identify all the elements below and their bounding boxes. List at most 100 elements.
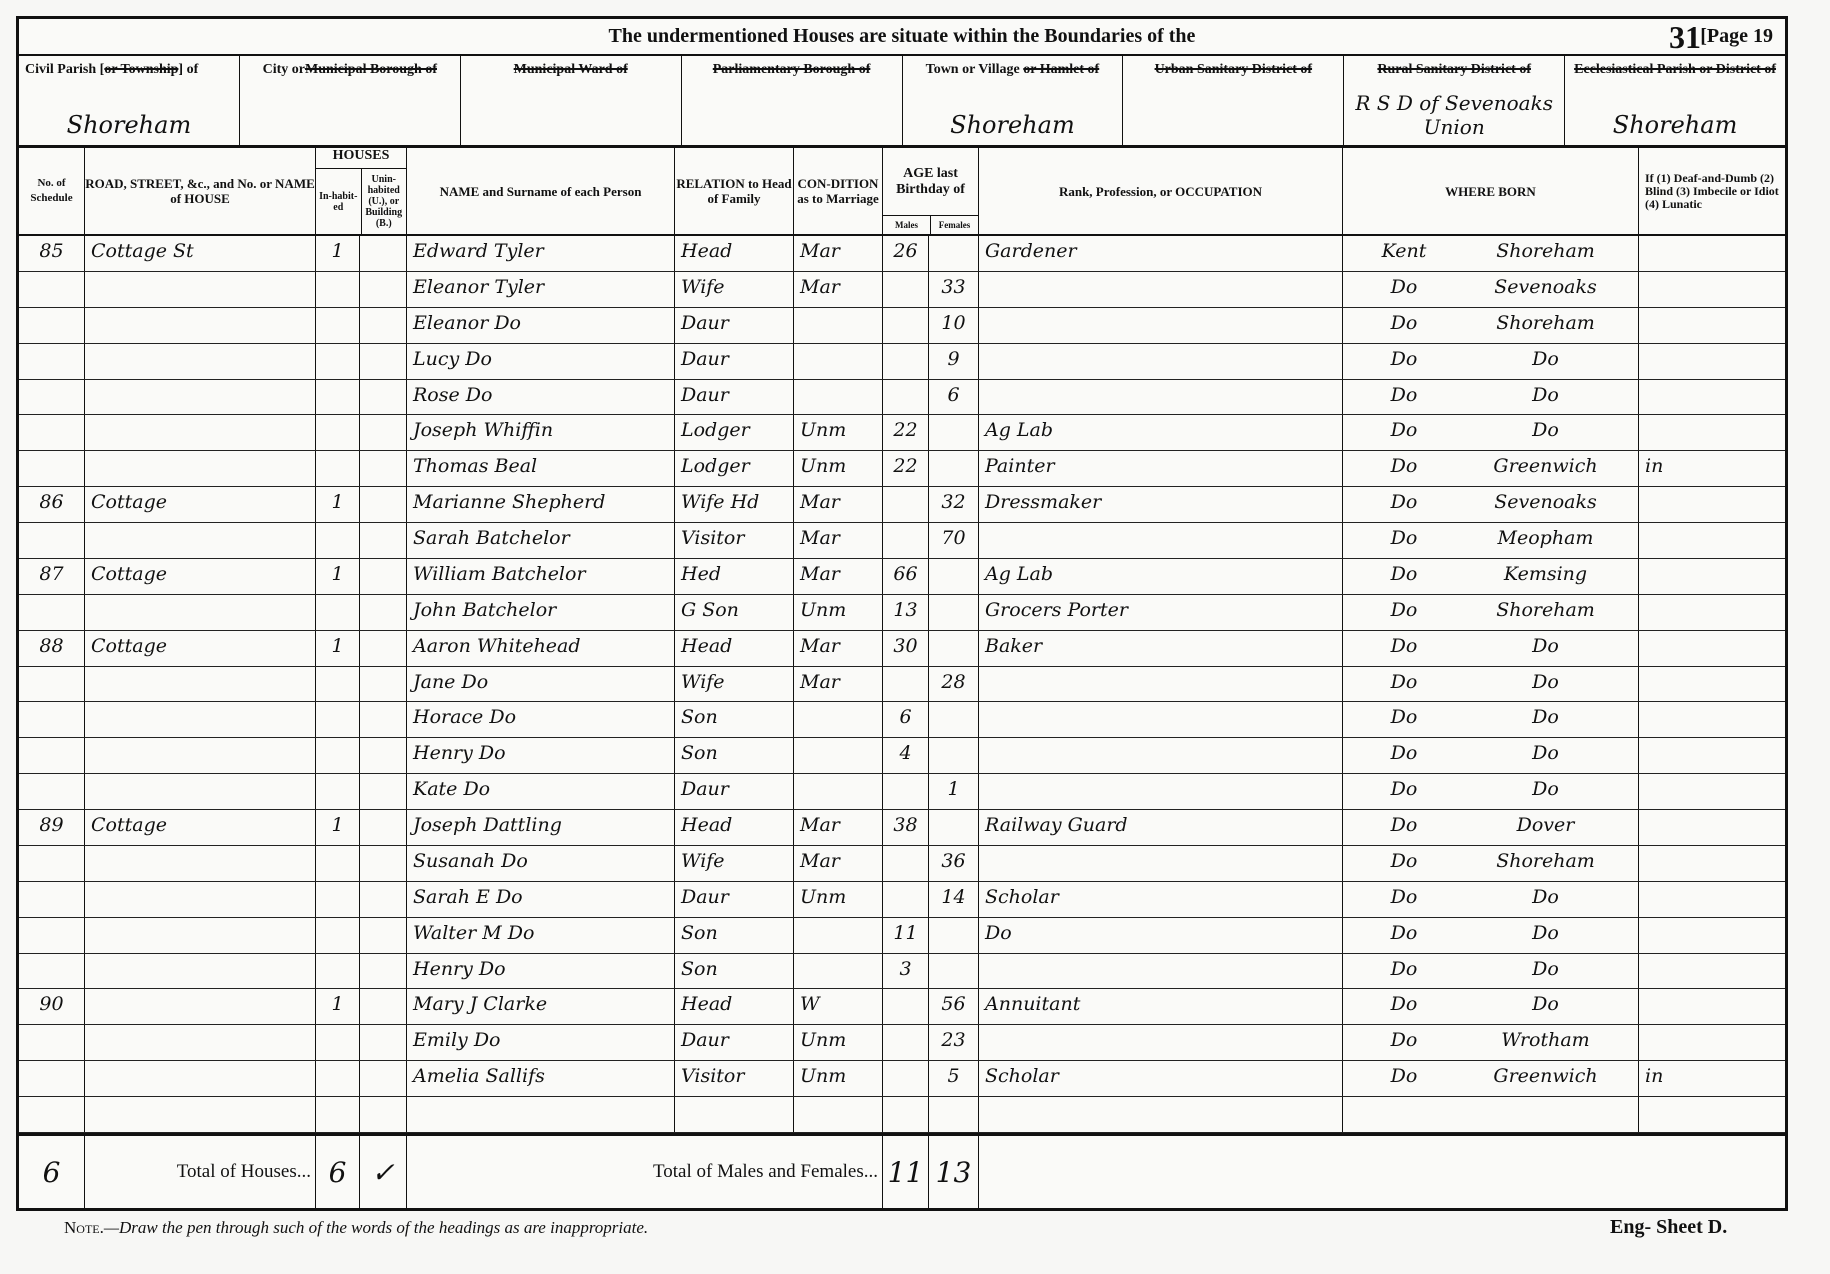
cell-condition bbox=[794, 379, 883, 415]
cell-schedule bbox=[19, 415, 85, 451]
struck-heading-text: Urban Sanitary District of bbox=[1154, 62, 1313, 77]
cell-uninhabited bbox=[360, 523, 407, 558]
cell-inhabited bbox=[316, 1061, 360, 1096]
cell-infirmity: in bbox=[1645, 455, 1664, 478]
born-county: Do bbox=[1390, 491, 1418, 514]
cell-females: 70 bbox=[929, 523, 979, 558]
cell-uninhabited bbox=[360, 451, 407, 487]
cell-name: Emily Do bbox=[407, 1025, 675, 1061]
born-place: Do bbox=[1532, 921, 1559, 944]
table-row: Henry Do Son 4 Do Do bbox=[19, 738, 1785, 775]
cell-condition: Unm bbox=[794, 594, 883, 630]
district-rural-sanitary-district: Rural Sanitary District of R S D of Seven… bbox=[1344, 56, 1566, 145]
cell-schedule bbox=[19, 343, 85, 379]
cell-where-born: Do Sevenoaks bbox=[1343, 271, 1639, 307]
col-males: Males bbox=[883, 216, 931, 234]
table-row: Henry Do Son 3 Do Do bbox=[19, 953, 1785, 990]
cell-occupation: Scholar bbox=[979, 881, 1343, 917]
cell-males bbox=[883, 379, 929, 415]
cell-schedule: 90 bbox=[19, 989, 85, 1025]
cell-where-born: Do Wrotham bbox=[1343, 1025, 1639, 1061]
cell-infirmity bbox=[1639, 1025, 1785, 1060]
cell-inhabited bbox=[316, 379, 360, 415]
females-total: 13 bbox=[929, 1136, 979, 1208]
cell-relation: Head bbox=[675, 236, 794, 271]
table-row: Joseph Whiffin Lodger Unm 22 Ag Lab Do Do bbox=[19, 415, 1785, 452]
cell-males bbox=[883, 989, 929, 1025]
houses-total-label: Total of Houses... bbox=[85, 1136, 316, 1208]
cell-schedule bbox=[19, 666, 85, 702]
cell-infirmity bbox=[1639, 774, 1785, 809]
cell-infirmity bbox=[1639, 380, 1785, 415]
cell-males: 4 bbox=[883, 738, 929, 774]
cell-infirmity bbox=[1639, 487, 1785, 522]
district-label: Ecclesiastical Parish or District of bbox=[1565, 62, 1785, 78]
cell-condition bbox=[794, 953, 883, 989]
cell-infirmity: in bbox=[1645, 1065, 1664, 1088]
cell-relation: Son bbox=[675, 953, 794, 989]
born-county: Do bbox=[1390, 634, 1418, 657]
cell-males: 26 bbox=[883, 236, 929, 271]
cell-males bbox=[883, 666, 929, 702]
cell-name: Eleanor Tyler bbox=[407, 271, 675, 307]
cell-road: Cottage bbox=[85, 810, 316, 845]
cell-relation: Daur bbox=[675, 774, 794, 809]
cell-where-born: Do Do bbox=[1343, 738, 1639, 774]
struck-heading-text: Municipal Ward of bbox=[513, 62, 628, 77]
cell-uninhabited bbox=[360, 594, 407, 630]
cell-females bbox=[929, 738, 979, 774]
cell-condition: Mar bbox=[794, 630, 883, 666]
table-row: Sarah E Do Daur Unm 14 Scholar Do Do bbox=[19, 881, 1785, 918]
cell-females bbox=[929, 702, 979, 738]
col-road: ROAD, STREET, &c., and No. or NAME of HO… bbox=[85, 148, 316, 234]
cell-inhabited bbox=[316, 415, 360, 451]
born-county bbox=[1349, 1101, 1459, 1132]
cell-occupation: Baker bbox=[979, 630, 1343, 666]
cell-name: Edward Tyler bbox=[407, 236, 675, 271]
cell-where-born: Do Greenwich bbox=[1343, 451, 1639, 487]
cell-females bbox=[929, 1097, 979, 1132]
cell-occupation bbox=[979, 738, 1343, 774]
cell-males bbox=[883, 523, 929, 558]
cell-condition bbox=[794, 343, 883, 379]
footer-note: Note.—Draw the pen through such of the w… bbox=[64, 1218, 648, 1238]
struck-heading-text: Parliamentary Borough of bbox=[712, 62, 871, 77]
born-county: Do bbox=[1390, 1065, 1418, 1088]
cell-females bbox=[929, 415, 979, 451]
cell-schedule bbox=[19, 271, 85, 307]
cell-males bbox=[883, 307, 929, 343]
born-place: Sevenoaks bbox=[1494, 491, 1597, 514]
born-place: Greenwich bbox=[1493, 1065, 1598, 1088]
cell-males: 66 bbox=[883, 558, 929, 594]
table-row: 87 Cottage 1 William Batchelor Hed Mar 66 Ag La… bbox=[19, 558, 1785, 595]
born-place bbox=[1459, 1101, 1632, 1132]
cell-females: 33 bbox=[929, 271, 979, 307]
table-row: 90 1 Mary J Clarke Head W 56 Annuitant Do Do bbox=[19, 989, 1785, 1026]
born-place: Shoreham bbox=[1496, 311, 1595, 334]
cell-infirmity bbox=[1639, 846, 1785, 881]
col-relation: RELATION to Head of Family bbox=[675, 148, 794, 234]
cell-females: 28 bbox=[929, 666, 979, 702]
cell-infirmity bbox=[1639, 631, 1785, 666]
cell-condition: Mar bbox=[794, 271, 883, 307]
cell-road bbox=[85, 415, 316, 451]
cell-schedule bbox=[19, 845, 85, 881]
cell-relation: Daur bbox=[675, 307, 794, 343]
cell-road bbox=[85, 1025, 316, 1061]
cell-name: Joseph Dattling bbox=[407, 810, 675, 845]
struck-heading-text: or Township bbox=[104, 62, 179, 77]
cell-females bbox=[929, 917, 979, 953]
cell-where-born: Do Do bbox=[1343, 343, 1639, 379]
cell-condition: Mar bbox=[794, 558, 883, 594]
cell-name: Rose Do bbox=[407, 379, 675, 415]
cell-occupation: Grocers Porter bbox=[979, 594, 1343, 630]
cell-name: Susanah Do bbox=[407, 845, 675, 881]
cell-schedule bbox=[19, 881, 85, 917]
heading-text: City or bbox=[262, 62, 305, 77]
born-county: Do bbox=[1390, 957, 1418, 980]
district-municipal-ward: Municipal Ward of bbox=[461, 56, 682, 145]
born-place: Do bbox=[1532, 993, 1559, 1016]
cell-occupation: Do bbox=[979, 917, 1343, 953]
cell-relation: Visitor bbox=[675, 523, 794, 558]
district-value: R S D of Sevenoaks Union bbox=[1355, 91, 1553, 139]
